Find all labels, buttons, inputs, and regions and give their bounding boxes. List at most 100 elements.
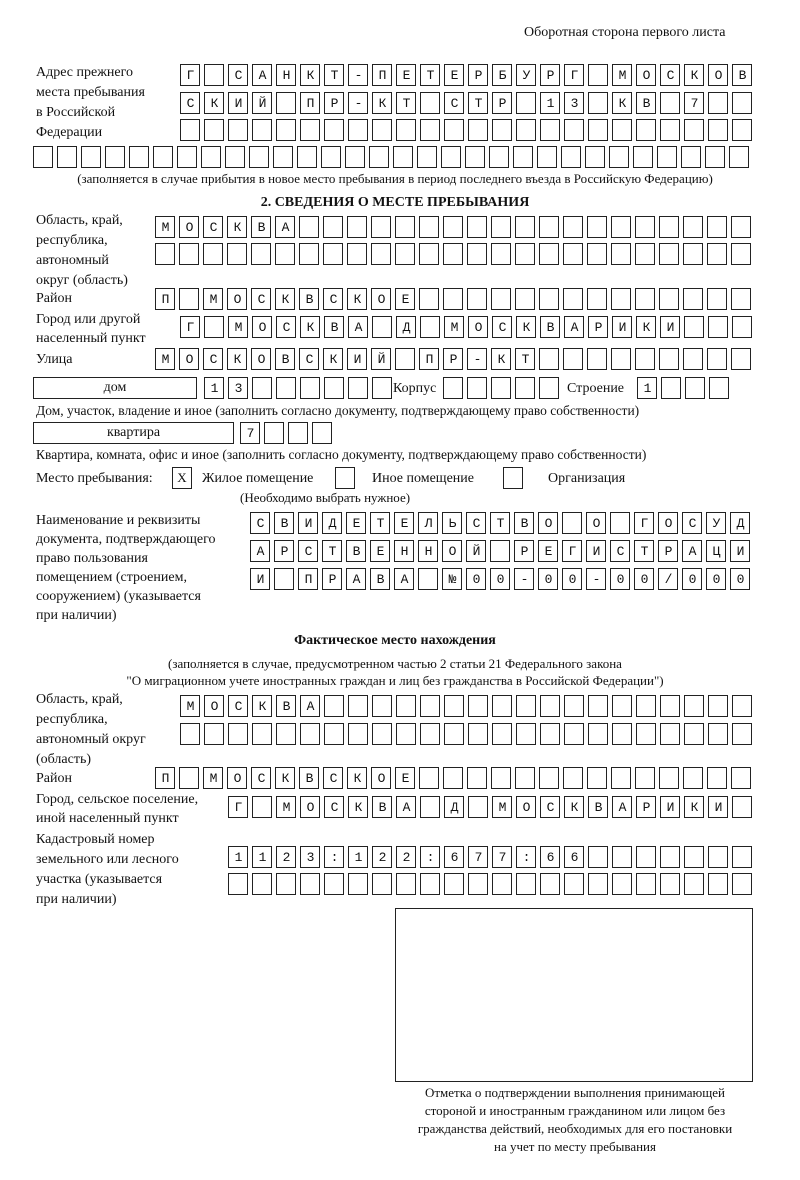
char-cell[interactable]: [468, 796, 488, 818]
char-cell[interactable]: [732, 695, 752, 717]
char-cell[interactable]: [611, 767, 631, 789]
char-cell[interactable]: [251, 243, 271, 265]
char-cell[interactable]: [708, 119, 728, 141]
char-cell[interactable]: [492, 316, 512, 338]
char-cell[interactable]: [732, 846, 752, 868]
char-cell[interactable]: [179, 348, 199, 370]
char-cell[interactable]: [298, 540, 318, 562]
char-cell[interactable]: [251, 348, 271, 370]
char-cell[interactable]: [492, 64, 512, 86]
char-cell[interactable]: [588, 873, 608, 895]
char-cell[interactable]: [540, 723, 560, 745]
char-cell[interactable]: [660, 873, 680, 895]
char-cell[interactable]: [612, 873, 632, 895]
char-cell[interactable]: [227, 767, 247, 789]
char-cell[interactable]: [396, 64, 416, 86]
char-cell[interactable]: [323, 216, 343, 238]
char-cell[interactable]: [275, 348, 295, 370]
char-cell[interactable]: [540, 64, 560, 86]
char-cell[interactable]: [153, 146, 173, 168]
char-cell[interactable]: [468, 64, 488, 86]
char-cell[interactable]: [348, 316, 368, 338]
char-cell[interactable]: [396, 119, 416, 141]
char-cell[interactable]: [513, 146, 533, 168]
char-cell[interactable]: [540, 796, 560, 818]
char-cell[interactable]: [540, 846, 560, 868]
char-cell[interactable]: [540, 695, 560, 717]
char-cell[interactable]: [587, 767, 607, 789]
char-cell[interactable]: [539, 767, 559, 789]
char-cell[interactable]: [539, 348, 559, 370]
house-type-field[interactable]: дом: [33, 377, 197, 399]
char-cell[interactable]: [732, 723, 752, 745]
char-cell[interactable]: [228, 119, 248, 141]
char-cell[interactable]: [491, 377, 511, 399]
char-cell[interactable]: [155, 767, 175, 789]
char-cell[interactable]: [588, 119, 608, 141]
char-cell[interactable]: [371, 348, 391, 370]
char-cell[interactable]: [585, 146, 605, 168]
char-cell[interactable]: [300, 695, 320, 717]
char-cell[interactable]: [275, 288, 295, 310]
char-cell[interactable]: [418, 540, 438, 562]
char-cell[interactable]: [636, 873, 656, 895]
char-cell[interactable]: [468, 695, 488, 717]
char-cell[interactable]: [323, 243, 343, 265]
char-cell[interactable]: [564, 796, 584, 818]
char-cell[interactable]: [297, 146, 317, 168]
char-cell[interactable]: [276, 377, 296, 399]
char-cell[interactable]: [612, 64, 632, 86]
char-cell[interactable]: [683, 767, 703, 789]
char-cell[interactable]: [252, 92, 272, 114]
char-cell[interactable]: [322, 568, 342, 590]
char-cell[interactable]: [249, 146, 269, 168]
apartment-type-field[interactable]: квартира: [33, 422, 234, 444]
char-cell[interactable]: [635, 767, 655, 789]
char-cell[interactable]: [612, 119, 632, 141]
char-cell[interactable]: [468, 846, 488, 868]
char-cell[interactable]: [420, 796, 440, 818]
char-cell[interactable]: [658, 568, 678, 590]
char-cell[interactable]: [540, 119, 560, 141]
char-cell[interactable]: [612, 695, 632, 717]
char-cell[interactable]: [323, 767, 343, 789]
char-cell[interactable]: [587, 288, 607, 310]
char-cell[interactable]: [468, 723, 488, 745]
char-cell[interactable]: [395, 767, 415, 789]
char-cell[interactable]: [611, 216, 631, 238]
char-cell[interactable]: [636, 796, 656, 818]
char-cell[interactable]: [180, 723, 200, 745]
char-cell[interactable]: [564, 723, 584, 745]
char-cell[interactable]: [251, 216, 271, 238]
char-cell[interactable]: [273, 146, 293, 168]
char-cell[interactable]: [418, 512, 438, 534]
option-other-checkbox[interactable]: [335, 467, 355, 489]
char-cell[interactable]: [681, 146, 701, 168]
char-cell[interactable]: [636, 316, 656, 338]
char-cell[interactable]: [444, 695, 464, 717]
char-cell[interactable]: [442, 568, 462, 590]
char-cell[interactable]: [323, 288, 343, 310]
char-cell[interactable]: [180, 316, 200, 338]
char-cell[interactable]: [252, 846, 272, 868]
char-cell[interactable]: [324, 377, 344, 399]
char-cell[interactable]: [372, 695, 392, 717]
char-cell[interactable]: [370, 512, 390, 534]
char-cell[interactable]: [588, 796, 608, 818]
char-cell[interactable]: [588, 92, 608, 114]
char-cell[interactable]: [516, 119, 536, 141]
char-cell[interactable]: [347, 243, 367, 265]
char-cell[interactable]: [612, 316, 632, 338]
char-cell[interactable]: [636, 92, 656, 114]
char-cell[interactable]: [324, 92, 344, 114]
char-cell[interactable]: [538, 568, 558, 590]
char-cell[interactable]: [348, 873, 368, 895]
char-cell[interactable]: [298, 568, 318, 590]
char-cell[interactable]: [466, 540, 486, 562]
char-cell[interactable]: [227, 216, 247, 238]
char-cell[interactable]: [492, 796, 512, 818]
char-cell[interactable]: [372, 64, 392, 86]
char-cell[interactable]: [588, 64, 608, 86]
char-cell[interactable]: [731, 288, 751, 310]
char-cell[interactable]: [587, 348, 607, 370]
